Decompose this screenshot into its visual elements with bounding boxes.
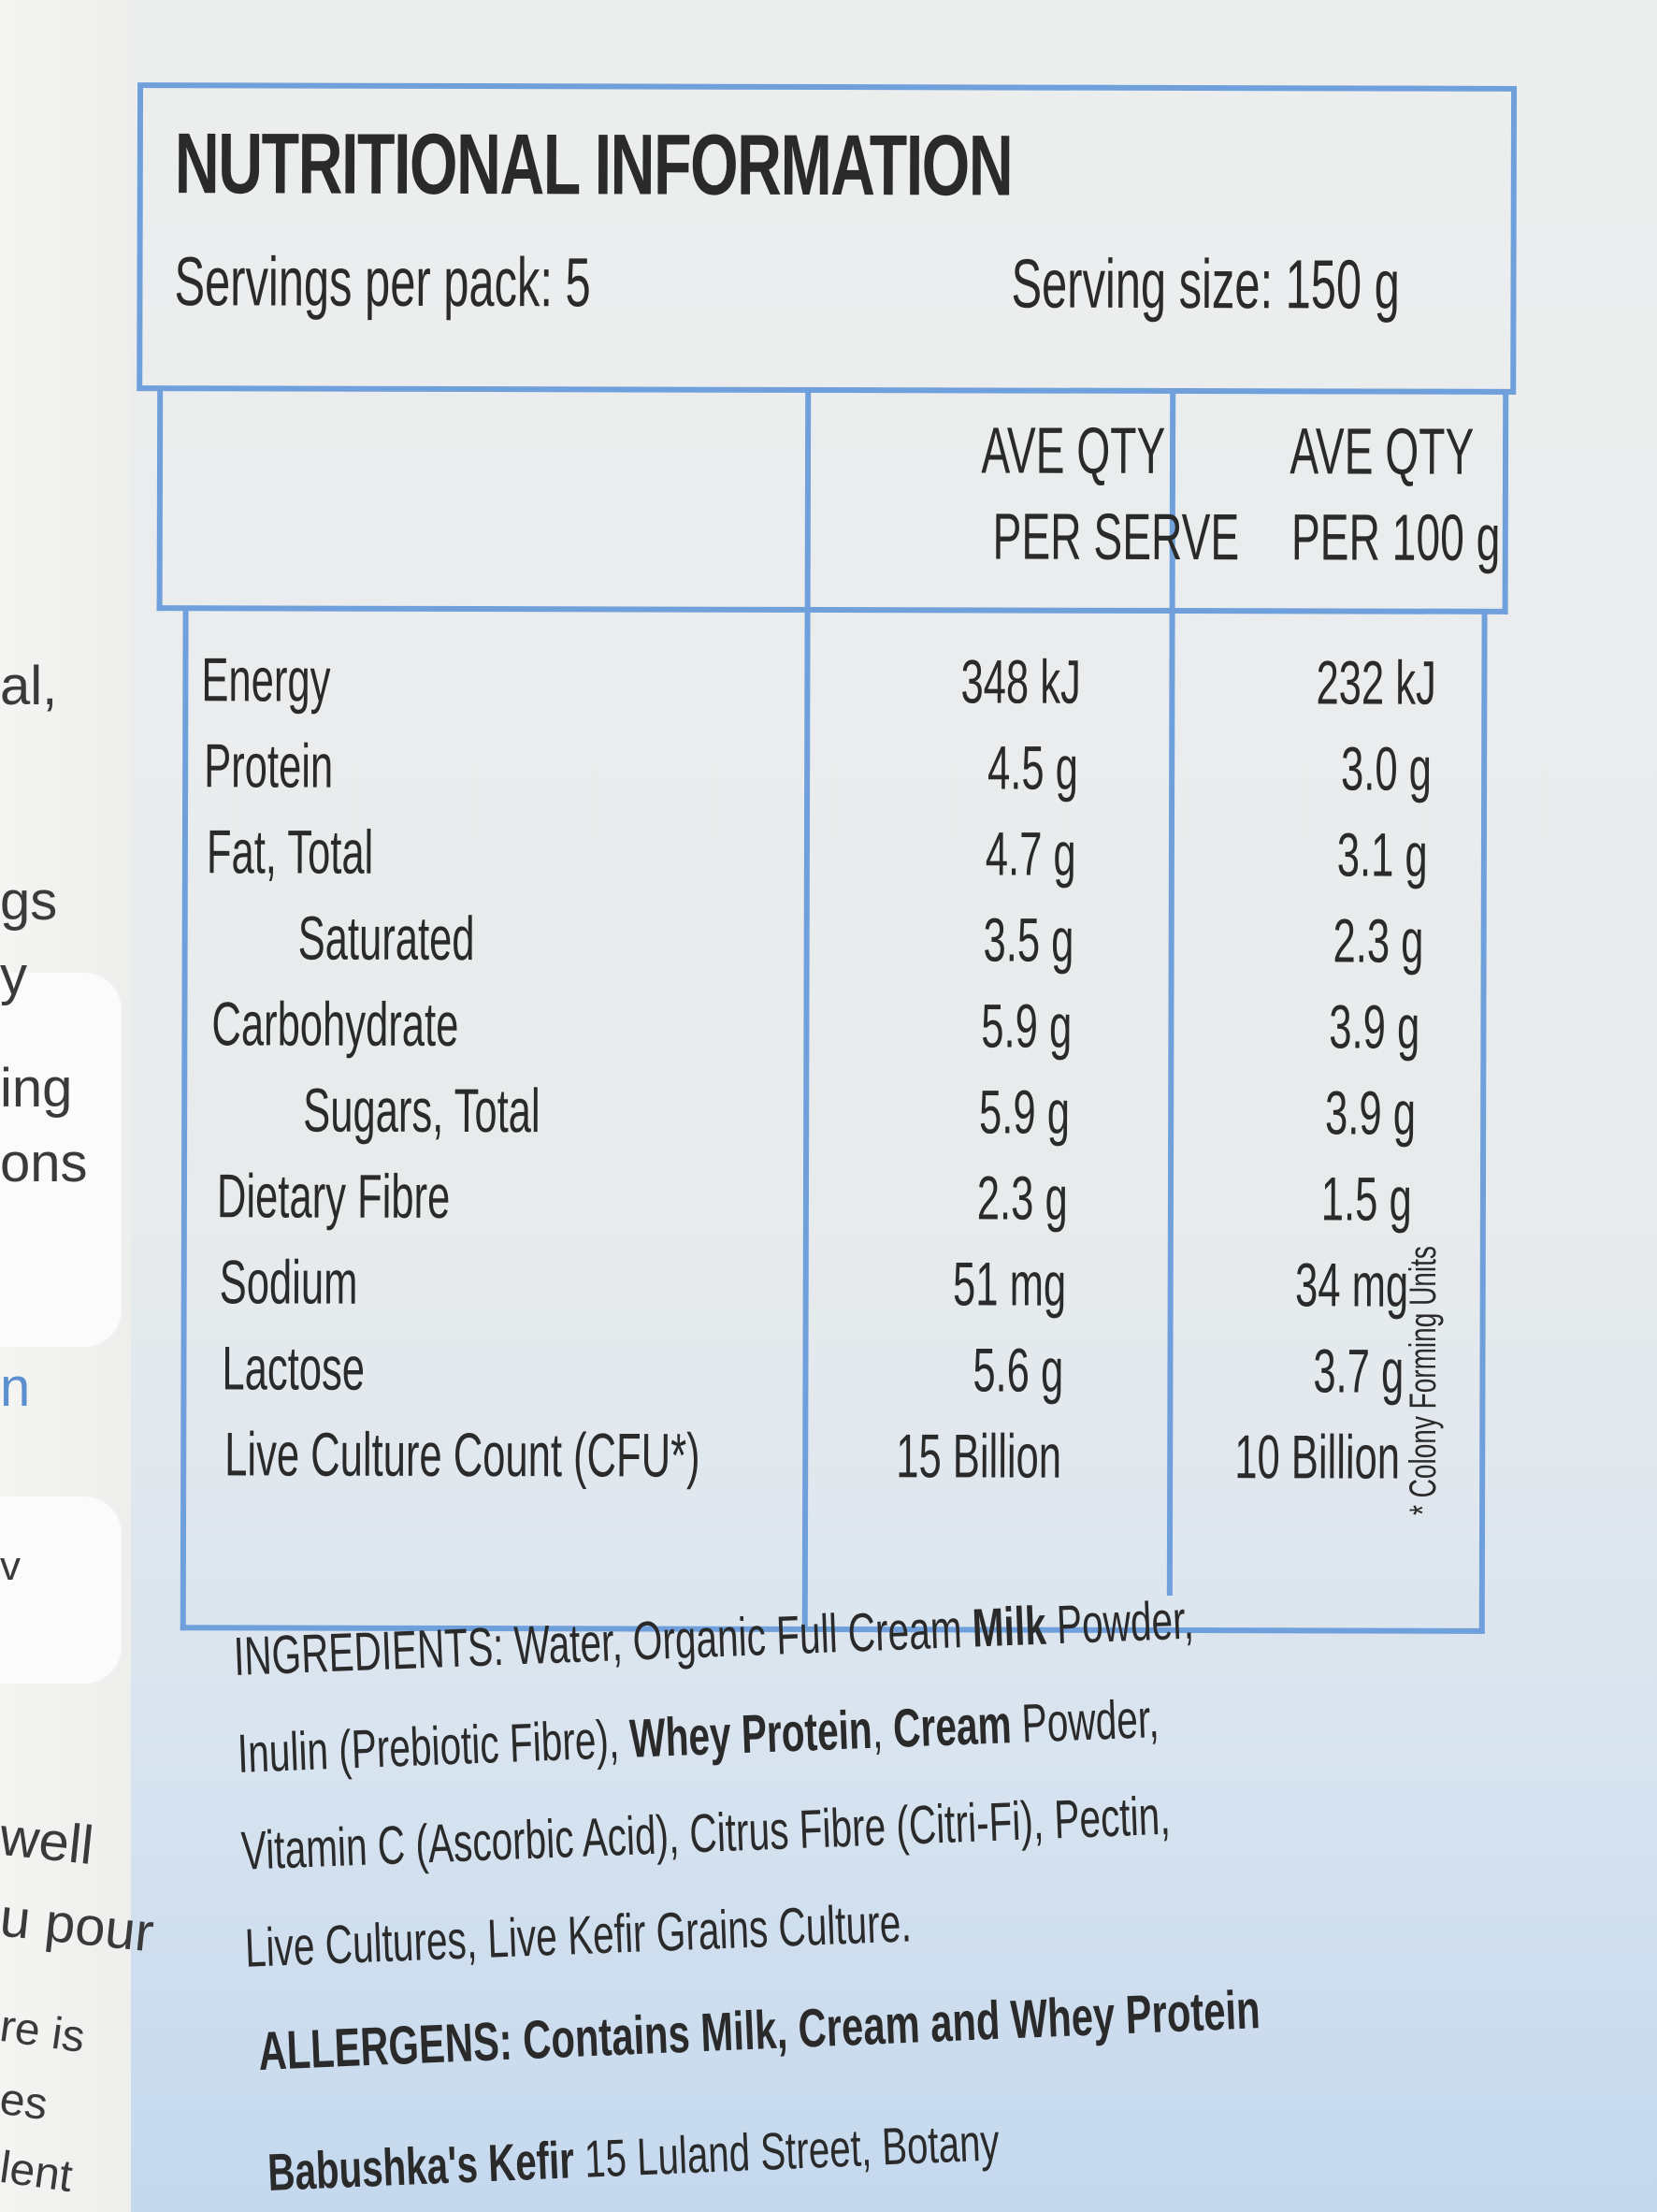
left-text-bubble	[0, 1496, 122, 1684]
ingredients-text-run: Powder,	[1010, 1688, 1160, 1756]
left-fragment: ons	[0, 1133, 88, 1193]
left-fragment: al,	[0, 656, 58, 716]
nutrient-label: Carbohydrate	[211, 989, 459, 1059]
nutrient-row: Energy 348 kJ 232 kJ	[136, 643, 1510, 733]
nutrient-label: Sugars, Total	[303, 1075, 540, 1146]
value-per-serve: 348 kJ	[959, 646, 1081, 716]
value-per-serve: 4.5 g	[987, 732, 1079, 802]
left-fragment: n	[0, 1357, 31, 1418]
value-per-100g: 232 kJ	[1315, 647, 1436, 717]
nutrient-row: Lactose 5.6 g 3.7 g	[134, 1332, 1508, 1422]
ingredients-text-run: Powder,	[1045, 1589, 1195, 1656]
left-fragment: ing	[0, 1058, 73, 1119]
value-per-100g: 34 mg	[1294, 1250, 1408, 1320]
nutrient-row: Protein 4.5 g 3.0 g	[136, 730, 1510, 819]
nutrient-label: Protein	[204, 730, 334, 801]
allergen-highlight: Cream	[891, 1694, 1013, 1759]
manufacturer-address: Babushka's Kefir 15 Luland Street, Botan…	[267, 2099, 1285, 2202]
left-fragment: re is	[0, 2001, 88, 2063]
allergen-highlight: Milk	[971, 1595, 1047, 1659]
value-per-serve: 5.6 g	[973, 1335, 1064, 1405]
nutrient-row: Sugars, Total 5.9 g 3.9 g	[135, 1074, 1509, 1164]
left-fragment: y	[0, 946, 27, 1006]
nutrient-row: Live Culture Count (CFU*) 15 Billion 10 Bi…	[134, 1418, 1508, 1508]
nutrient-label: Sodium	[219, 1247, 358, 1317]
nutrient-row: Saturated 3.5 g 2.3 g	[136, 902, 1510, 991]
value-per-serve: 5.9 g	[981, 990, 1073, 1061]
left-fragment: gs	[0, 871, 58, 932]
nutrition-panel: NUTRITIONAL INFORMATION Servings per pac…	[134, 82, 1518, 1634]
ingredients-text-run: Inulin (Prebiotic Fibre),	[236, 1708, 631, 1785]
value-per-100g: 3.9 g	[1325, 1077, 1417, 1148]
cfu-footnote: * Colony Forming Units	[1403, 1246, 1444, 1515]
nutrient-rows: Energy 348 kJ 232 kJ Protein 4.5 g 3.0 g Fat, …	[134, 82, 1512, 1564]
nutrient-label: Energy	[201, 644, 331, 715]
nutrient-label: Saturated	[297, 903, 475, 974]
ingredients-prefix: INGREDIENTS:	[232, 1615, 505, 1687]
value-per-serve: 51 mg	[952, 1249, 1066, 1319]
nutrient-label: Dietary Fibre	[216, 1161, 451, 1231]
ingredients-text: INGREDIENTS: Water, Organic Full Cream M…	[232, 1562, 1462, 1998]
left-fragment: es	[0, 2074, 51, 2131]
brand-name: Babushka's Kefir	[267, 2130, 576, 2202]
value-per-serve: 4.7 g	[985, 818, 1077, 889]
value-per-100g: 2.3 g	[1333, 905, 1424, 976]
nutrient-row: Dietary Fibre 2.3 g 1.5 g	[135, 1160, 1509, 1250]
value-per-100g: 10 Billion	[1234, 1422, 1401, 1492]
left-fragment: v	[0, 1543, 21, 1589]
allergen-highlight: Whey Protein	[628, 1699, 873, 1770]
value-per-100g: 3.1 g	[1336, 819, 1429, 889]
nutrient-row: Fat, Total 4.7 g 3.1 g	[136, 816, 1510, 905]
value-per-100g: 3.9 g	[1329, 991, 1420, 1062]
left-fragment: well	[0, 1805, 97, 1877]
left-fragment: lent	[0, 2142, 76, 2203]
value-per-serve: 15 Billion	[896, 1421, 1062, 1491]
ingredients-text-run: Water, Organic Full Cream	[502, 1598, 974, 1677]
value-per-serve: 2.3 g	[976, 1163, 1069, 1233]
ingredients-text-run: ,	[871, 1698, 895, 1760]
value-per-serve: 3.5 g	[983, 904, 1074, 975]
value-per-100g: 3.0 g	[1341, 733, 1433, 803]
nutrient-row: Carbohydrate 5.9 g 3.9 g	[135, 988, 1509, 1077]
value-per-100g: 3.7 g	[1313, 1336, 1405, 1406]
nutrient-label: Fat, Total	[206, 817, 374, 887]
nutrient-label: Lactose	[222, 1333, 366, 1403]
left-text-bubble	[0, 973, 122, 1347]
street-address: 15 Luland Street, Botany	[572, 2112, 1001, 2190]
nutrient-row: Sodium 51 mg 34 mg	[135, 1246, 1509, 1336]
value-per-serve: 5.9 g	[979, 1077, 1071, 1147]
value-per-100g: 1.5 g	[1320, 1164, 1413, 1234]
